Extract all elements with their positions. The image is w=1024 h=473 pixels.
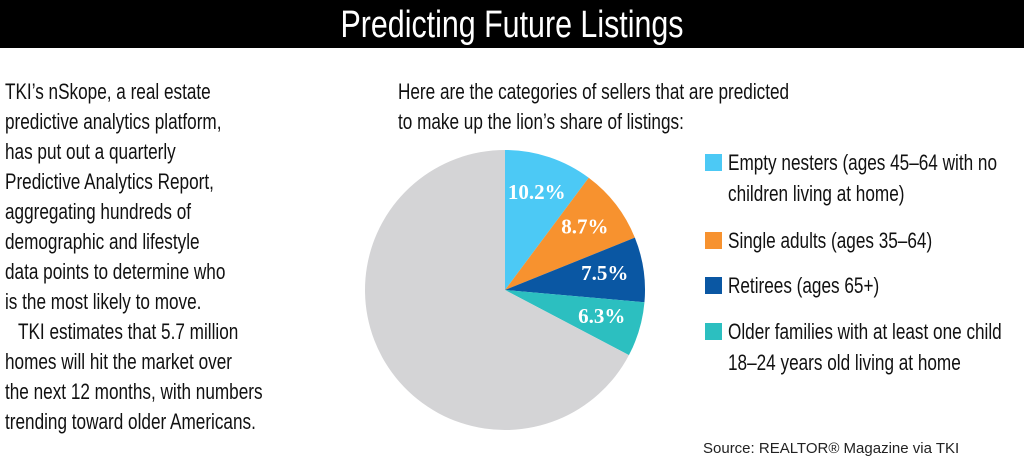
body-text-line: TKI estimates that 5.7 million	[18, 319, 239, 344]
body-text-line: aggregating hundreds of	[5, 199, 192, 224]
data-label: 10.2%	[508, 180, 566, 204]
legend-swatch	[705, 323, 722, 340]
body-text-line: demographic and lifestyle	[5, 229, 200, 254]
legend-entry: Older families with at least one child 1…	[728, 319, 1002, 375]
legend-entry: Retirees (ages 65+)	[728, 273, 880, 298]
source: Source: REALTOR® Magazine via TKI	[703, 440, 960, 457]
body-text-line: the next 12 months, with numbers	[5, 379, 263, 404]
chart-subtitle: to make up the lion’s share of listings:	[398, 109, 684, 134]
data-label: 8.7%	[561, 214, 608, 238]
pie-slice	[505, 177, 635, 290]
body-text-line: is the most likely to move.	[5, 289, 202, 314]
pie-slice	[505, 150, 589, 290]
legend-entry: Empty nesters (ages 45–64 with no childr…	[728, 150, 997, 206]
legend-swatch	[705, 277, 722, 294]
title: Predicting Future Listings	[340, 4, 684, 46]
data-label: 7.5%	[581, 261, 628, 285]
body-text-line: data points to determine who	[5, 259, 226, 284]
pie-slice	[364, 150, 629, 430]
body-text-line: Predictive Analytics Report,	[5, 169, 214, 194]
body-text-line: predictive analytics platform,	[5, 109, 222, 134]
pie-slice	[505, 237, 645, 303]
legend-swatch	[705, 232, 722, 249]
body-text-line: trending toward older Americans.	[5, 409, 256, 434]
body-text-line: TKI’s nSkope, a real estate	[5, 79, 211, 104]
pie-slice	[505, 290, 645, 356]
body-text-line: homes will hit the market over	[5, 349, 232, 374]
legend-entry: Single adults (ages 35–64)	[728, 228, 933, 253]
data-label: 6.3%	[578, 304, 625, 328]
body-text-line: has put out a quarterly	[5, 139, 176, 164]
title-bar	[0, 0, 1024, 48]
legend-swatch	[705, 154, 722, 171]
chart-subtitle: Here are the categories of sellers that …	[398, 79, 790, 104]
